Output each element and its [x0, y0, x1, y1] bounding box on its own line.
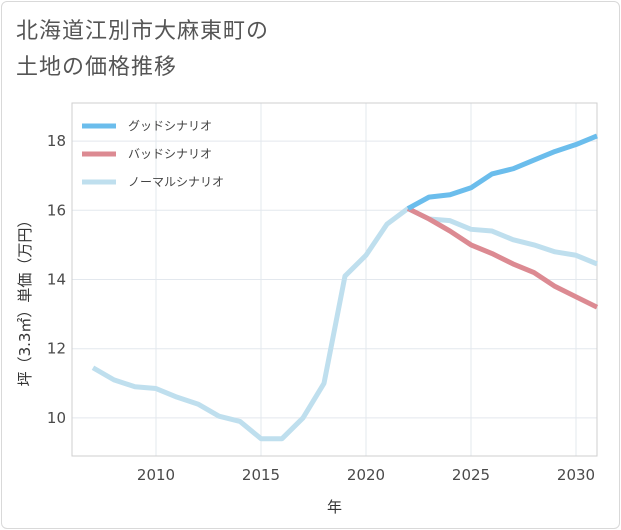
series-lines	[91, 133, 599, 442]
y-axis-label: 坪（3.3㎡）単価（万円）	[16, 213, 34, 387]
title-line-2: 土地の価格推移	[16, 55, 178, 80]
legend-label-2: ノーマルシナリオ	[128, 175, 224, 189]
x-tick-label: 2020	[347, 466, 385, 484]
series-line-1	[406, 206, 599, 310]
y-tick-label: 18	[47, 132, 66, 150]
plot-area-frame	[71, 102, 598, 457]
y-tick-label: 14	[47, 271, 66, 289]
legend-label-0: グッドシナリオ	[128, 119, 212, 133]
title-line-1: 北海道江別市大麻東町の	[16, 19, 270, 44]
y-tick-label: 16	[47, 201, 66, 219]
x-axis-ticks: 2010 2015 2020 2025 2030	[137, 466, 595, 484]
series-line-0	[406, 133, 598, 211]
x-tick-label: 2015	[242, 466, 280, 484]
grid-lines	[72, 103, 597, 456]
y-tick-label: 12	[47, 340, 66, 358]
x-axis-label: 年	[327, 498, 342, 516]
y-axis-ticks: 10 12 14 16 18	[47, 132, 66, 427]
series-line-2	[91, 206, 598, 442]
y-tick-label: 10	[47, 409, 66, 427]
legend-label-1: バッドシナリオ	[128, 147, 212, 161]
x-tick-label: 2030	[557, 466, 595, 484]
x-tick-label: 2010	[137, 466, 175, 484]
chart-title: 北海道江別市大麻東町の 土地の価格推移	[16, 14, 269, 86]
x-tick-label: 2025	[452, 466, 490, 484]
